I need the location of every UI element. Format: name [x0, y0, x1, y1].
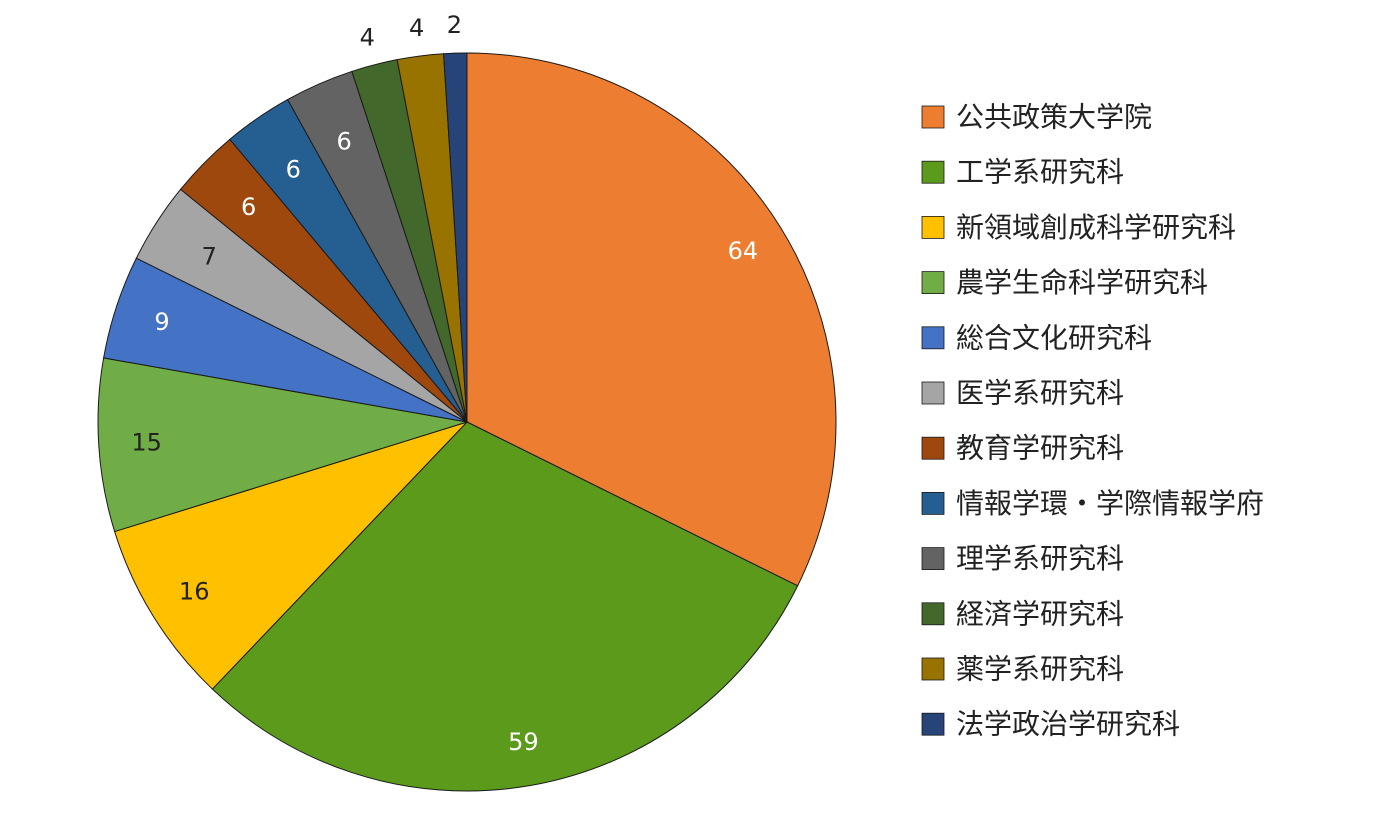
data-label-2: 59: [508, 728, 539, 756]
legend-swatch-8: [921, 491, 945, 515]
legend-swatch-1: [921, 105, 945, 129]
legend-swatch-10: [921, 602, 945, 626]
legend: 公共政策大学院工学系研究科新領域創成科学研究科農学生命科学研究科総合文化研究科医…: [921, 101, 1264, 741]
data-label-11: 4: [409, 14, 424, 42]
data-label-9: 6: [337, 127, 352, 155]
legend-swatch-3: [921, 215, 945, 239]
pie-slice-2: [211, 421, 799, 792]
legend-swatch-12: [921, 712, 945, 736]
legend-swatch-7: [921, 436, 945, 460]
legend-label-4: 農学生命科学研究科: [956, 266, 1208, 299]
legend-label-7: 教育学研究科: [956, 432, 1124, 465]
data-label-5: 9: [154, 308, 169, 336]
data-label-7: 6: [241, 193, 256, 221]
legend-label-2: 工学系研究科: [956, 156, 1124, 189]
legend-label-11: 薬学系研究科: [956, 653, 1124, 686]
legend-label-1: 公共政策大学院: [956, 101, 1152, 134]
data-label-4: 15: [131, 428, 162, 456]
legend-swatch-2: [921, 160, 945, 184]
pie-slice-3: [114, 420, 469, 690]
data-label-10: 4: [360, 24, 375, 52]
legend-swatch-4: [921, 271, 945, 295]
legend-label-12: 法学政治学研究科: [956, 708, 1180, 741]
legend-label-3: 新領域創成科学研究科: [956, 211, 1236, 244]
legend-label-8: 情報学環・学際情報学府: [956, 487, 1264, 520]
legend-label-5: 総合文化研究科: [956, 321, 1152, 354]
pie-slice-1: [466, 52, 837, 587]
data-label-6: 7: [202, 242, 217, 270]
legend-swatch-6: [921, 381, 945, 405]
data-label-3: 16: [179, 577, 210, 605]
legend-label-9: 理学系研究科: [956, 542, 1124, 575]
pie-slice-12: [443, 52, 468, 423]
legend-label-6: 医学系研究科: [956, 377, 1124, 410]
data-label-1: 64: [728, 237, 759, 265]
data-label-12: 2: [447, 11, 462, 39]
pie-slice-4: [97, 357, 468, 533]
data-label-8: 6: [286, 156, 301, 184]
legend-swatch-9: [921, 547, 945, 570]
legend-label-10: 経済学研究科: [956, 597, 1124, 630]
pie-slices: [97, 52, 837, 792]
legend-swatch-11: [921, 657, 945, 681]
legend-swatch-5: [921, 326, 945, 350]
